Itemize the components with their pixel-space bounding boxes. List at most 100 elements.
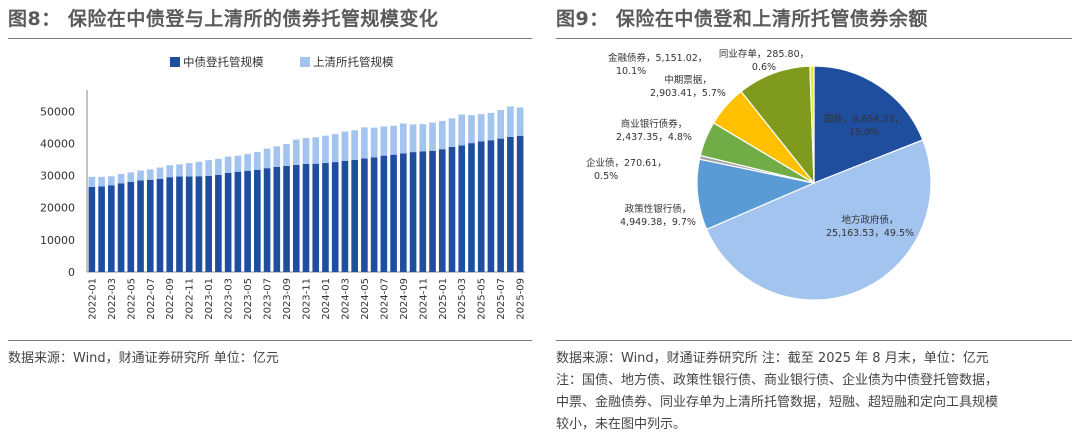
bar-segment: [137, 170, 144, 181]
chart-legend: 中债登托管规模 上清所托管规模: [170, 55, 394, 69]
bar-segment: [273, 146, 281, 167]
bar-segment: [458, 114, 466, 146]
legend-swatch: [170, 57, 180, 67]
bar-segment: [448, 118, 456, 147]
bar-segment: [507, 106, 514, 137]
bar-segment: [273, 166, 281, 272]
bar-segment: [127, 172, 135, 182]
bar-segment: [361, 158, 368, 272]
x-tick-label: 2023-05: [243, 278, 254, 320]
bar-segment: [244, 154, 251, 171]
bar-segment: [263, 168, 271, 272]
right-footer-rule: [556, 340, 1072, 341]
bar-segment: [292, 164, 300, 272]
bar-segment: [370, 157, 378, 272]
bar-segment: [497, 110, 504, 139]
pie-data-label: 中期票据， 2,903.41，5.7%: [650, 74, 726, 99]
bar-segment: [507, 137, 514, 272]
bar-segment: [146, 169, 154, 180]
note-line: 较小，未在图中列示。: [556, 417, 687, 432]
pie-slice: [809, 65, 815, 184]
left-footer-rule: [8, 340, 532, 341]
bar-segment: [331, 134, 339, 163]
stacked-bar-chart: 中债登托管规模 上清所托管规模 0 10000 20000 30000 40000 50000…: [40, 55, 527, 320]
bar-segment: [361, 127, 368, 159]
bar-segment: [370, 127, 378, 158]
bar-segment: [263, 148, 271, 169]
x-tick-label: 2022-09: [165, 278, 176, 320]
x-tick-label: 2022-05: [126, 278, 137, 320]
y-tick-label: 40000: [40, 137, 75, 150]
pie-slice: [813, 65, 924, 184]
bar-segment: [477, 114, 485, 142]
bar-segment: [351, 159, 358, 272]
bar-segment: [108, 185, 115, 272]
y-tick-label: 20000: [40, 202, 75, 215]
x-tick-label: 2025-01: [438, 278, 449, 320]
bar-segment: [292, 139, 300, 165]
x-tick-label: 2023-09: [282, 278, 293, 320]
bar-segment: [448, 146, 456, 272]
bar-segment: [438, 120, 446, 150]
x-tick-label: 2023-01: [204, 278, 215, 320]
x-tick-label: 2024-05: [360, 278, 371, 320]
x-tick-label: 2022-11: [185, 278, 196, 320]
bar-segment: [137, 180, 144, 272]
legend-label: 中债登托管规模: [183, 55, 264, 69]
x-tick-label: 2024-07: [379, 278, 390, 320]
bar-segment: [166, 165, 174, 178]
x-tick-label: 2024-01: [321, 278, 332, 320]
bar-segment: [205, 160, 212, 176]
bar-segment: [341, 160, 349, 272]
bar-segment: [468, 143, 475, 272]
bar-segment: [409, 152, 417, 272]
bar-segment: [380, 155, 388, 272]
bar-segment: [98, 186, 105, 272]
pie-data-label: 同业存单，285.80， 0.6%: [719, 48, 809, 73]
bar-segment: [234, 171, 242, 272]
bar-segment: [117, 173, 125, 184]
bar-segment: [108, 176, 115, 186]
x-tick-label: 2025-03: [457, 278, 468, 320]
right-panel: 图9： 保险在中债登和上清所托管债券余额 国债，9,654.33， 19.0% 地方…: [548, 0, 1080, 446]
bar-segment: [390, 154, 397, 272]
bar-segment: [487, 112, 495, 141]
right-notes: 数据来源：Wind，财通证券研究所 注：截至 2025 年 8 月末，单位：亿元…: [556, 348, 1072, 436]
bar-segment: [419, 151, 427, 272]
left-chart-title: 图8： 保险在中债登与上清所的债券托管规模变化: [8, 8, 439, 30]
bar-segment: [215, 158, 222, 175]
x-tick-label: 2023-11: [302, 278, 313, 320]
x-tick-label: 2025-07: [496, 278, 507, 320]
x-tick-label: 2024-09: [399, 278, 410, 320]
bar-segment: [458, 145, 466, 272]
note-line: 注：国债、地方债、政策性银行债、商业银行债、企业债为中债登托管数据，: [556, 373, 999, 388]
pie-data-label: 企业债，270.61， 0.5%: [586, 157, 667, 182]
bar-segment: [205, 175, 212, 272]
pie-data-label: 地方政府债， 25,163.53，49.5%: [826, 214, 914, 239]
bar-segment: [146, 179, 154, 272]
x-tick-label: 2023-07: [263, 278, 274, 320]
bar-segment: [156, 178, 164, 272]
x-tick-label: 2025-09: [516, 278, 527, 320]
y-tick-label: 0: [68, 266, 75, 279]
bar-segment: [312, 163, 320, 272]
bar-segment: [429, 122, 436, 151]
bar-segment: [185, 176, 193, 272]
note-line: 中票、金融债券、同业存单为上清所托管数据，短融、超短融和定向工具规模: [556, 395, 999, 410]
bar-segment: [127, 182, 135, 272]
bar-segment: [390, 125, 397, 155]
bar-segment: [351, 130, 358, 160]
bar-segment: [176, 176, 183, 272]
bar-segment: [195, 161, 203, 177]
pie-data-label: 国债，9,654.33， 19.0%: [824, 113, 904, 138]
bar-segment: [516, 135, 524, 272]
pie-data-label: 商业银行债券， 2,437.35，4.8%: [616, 118, 692, 143]
pie-slice: [705, 139, 932, 301]
bar-segment: [254, 169, 261, 272]
bar-segment: [400, 123, 407, 154]
bar-segment: [224, 173, 232, 272]
bar-segment: [322, 163, 329, 272]
left-panel: 图8： 保险在中债登与上清所的债券托管规模变化 中债登托管规模 上清所托管规模 0 1…: [8, 8, 532, 366]
x-tick-label: 2025-05: [477, 278, 488, 320]
bar-segment: [302, 137, 310, 164]
